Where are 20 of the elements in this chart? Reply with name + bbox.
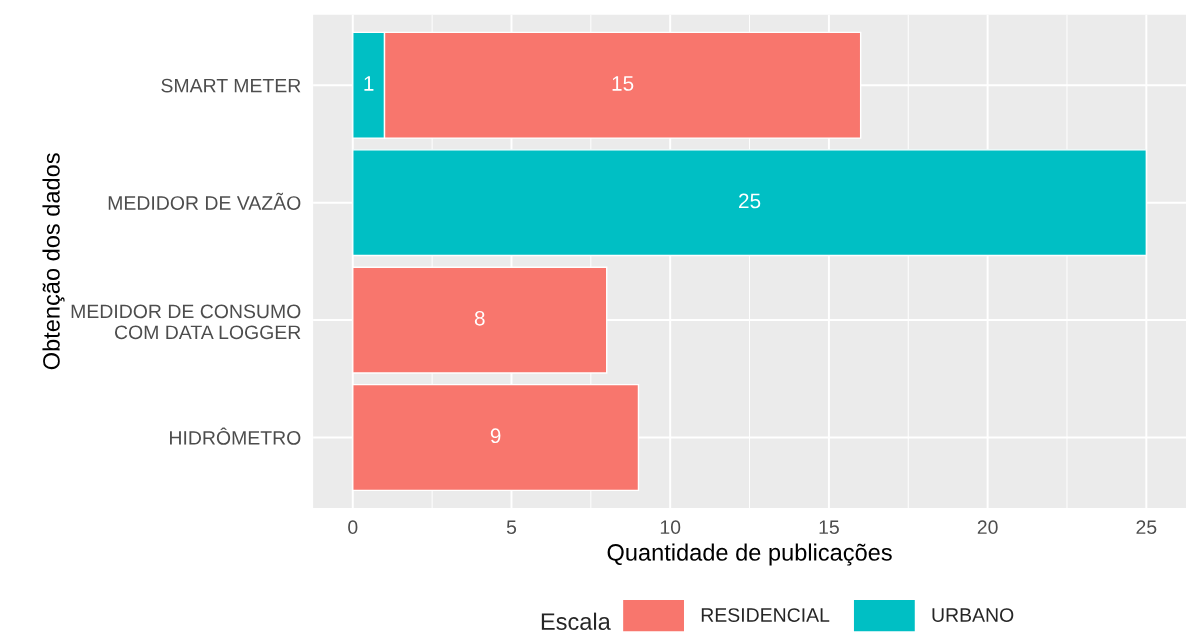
x-tick-label: 20 (977, 520, 998, 535)
data-label: 9 (490, 428, 501, 444)
y-tick-label: SMART METER (161, 78, 301, 93)
y-tick-label: HIDRÔMETRO (170, 427, 301, 445)
legend-title: Escala (541, 612, 611, 630)
y-axis-title: Obtenção dos dados (42, 153, 65, 370)
x-tick-label: 15 (819, 520, 839, 535)
x-axis-title: Quantidade de publicações (607, 543, 892, 566)
x-tick-label: 5 (506, 520, 517, 535)
data-label: 1 (364, 76, 374, 91)
legend-label: URBANO (932, 608, 1014, 622)
data-label: 8 (474, 310, 485, 326)
y-tick-label: MEDIDOR DE VAZÃO (108, 192, 301, 210)
legend-label: RESIDENCIAL (701, 608, 830, 622)
x-tick-label: 10 (660, 520, 681, 535)
x-tick-label: 0 (348, 520, 358, 535)
data-label: 15 (612, 76, 634, 91)
y-tick-label: MEDIDOR DE CONSUMO COM DATA LOGGER (71, 304, 301, 340)
data-label: 25 (739, 193, 761, 209)
x-tick-label: 25 (1136, 520, 1157, 535)
